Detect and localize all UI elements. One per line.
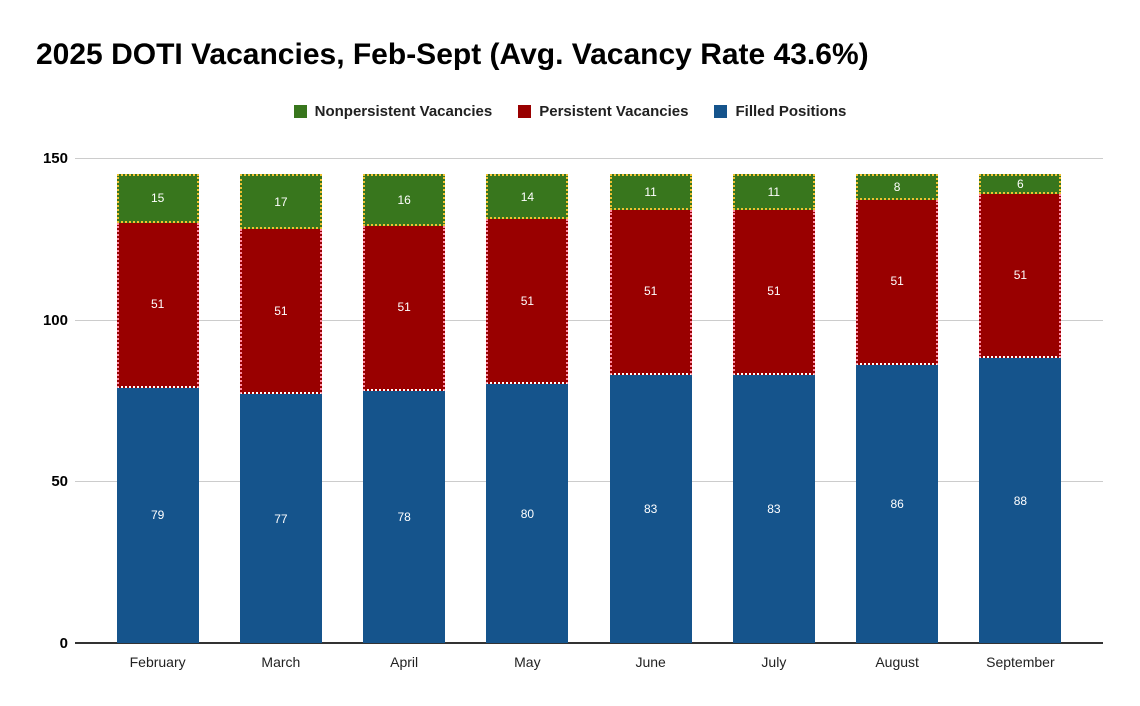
bar-column-march: 17 51 77 March xyxy=(219,158,342,670)
bar-value-label: 88 xyxy=(1013,493,1028,508)
segment-persistent-vacancies: 51 xyxy=(486,219,569,385)
y-tick-label: 50 xyxy=(51,473,68,491)
bar-value-label: 8 xyxy=(893,180,901,195)
bar-value-label: 51 xyxy=(767,284,781,299)
bar-column-february: 15 51 79 February xyxy=(96,158,219,670)
x-tick-label: September xyxy=(986,654,1055,670)
segment-nonpersistent-vacancies: 11 xyxy=(609,174,692,210)
bar-value-label: 6 xyxy=(1017,176,1024,191)
chart-title: 2025 DOTI Vacancies, Feb-Sept (Avg. Vaca… xyxy=(36,38,869,71)
bar-column-august: 8 51 86 August xyxy=(836,158,959,670)
bar-value-label: 80 xyxy=(520,506,535,521)
bar-value-label: 51 xyxy=(1013,268,1028,283)
segment-filled-positions: 78 xyxy=(363,390,446,643)
segment-persistent-vacancies: 51 xyxy=(979,193,1062,359)
x-tick-label: February xyxy=(129,654,186,670)
bar-value-label: 15 xyxy=(150,191,165,206)
legend-swatch-icon xyxy=(518,105,532,118)
segment-nonpersistent-vacancies: 17 xyxy=(239,174,322,230)
x-tick-label: April xyxy=(390,654,419,670)
segment-persistent-vacancies: 51 xyxy=(363,225,446,391)
segment-nonpersistent-vacancies: 11 xyxy=(732,174,815,210)
y-tick-label: 100 xyxy=(42,311,68,329)
bar-value-label: 51 xyxy=(520,293,535,308)
bar-march: 17 51 77 xyxy=(239,174,322,643)
legend: Nonpersistent Vacancies Persistent Vacanc… xyxy=(0,103,1140,120)
bar-value-label: 83 xyxy=(643,501,658,516)
bar-value-label: 78 xyxy=(397,509,411,524)
bar-value-label: 86 xyxy=(890,496,904,511)
legend-swatch-icon xyxy=(293,105,307,118)
legend-swatch-icon xyxy=(714,105,728,118)
bar-column-june: 11 51 83 June xyxy=(589,158,712,670)
bar-column-april: 16 51 78 April xyxy=(343,158,466,670)
bar-value-label: 83 xyxy=(767,501,781,516)
segment-persistent-vacancies: 51 xyxy=(239,229,322,395)
x-tick-label: March xyxy=(261,654,301,670)
segment-filled-positions: 88 xyxy=(979,358,1062,643)
bar-value-label: 51 xyxy=(890,274,904,289)
legend-item-label: Nonpersistent Vacancies xyxy=(314,103,493,120)
segment-nonpersistent-vacancies: 14 xyxy=(486,174,569,220)
legend-item-label: Filled Positions xyxy=(735,103,847,120)
bar-february: 15 51 79 xyxy=(116,174,199,643)
segment-nonpersistent-vacancies: 16 xyxy=(363,174,446,226)
x-tick-label: May xyxy=(514,654,541,670)
segment-filled-positions: 86 xyxy=(856,364,939,643)
bar-april: 16 51 78 xyxy=(363,174,446,643)
segment-nonpersistent-vacancies: 15 xyxy=(116,174,199,223)
x-tick-label: June xyxy=(635,654,666,670)
segment-persistent-vacancies: 51 xyxy=(856,200,939,365)
legend-item-label: Persistent Vacancies xyxy=(539,103,689,120)
bar-column-may: 14 51 80 May xyxy=(466,158,589,670)
y-tick-label: 150 xyxy=(42,150,68,167)
gridline xyxy=(75,319,1103,321)
bar-september: 6 51 88 xyxy=(979,174,1062,643)
segment-filled-positions: 80 xyxy=(486,384,569,643)
bar-july: 11 51 83 xyxy=(732,174,815,643)
segment-nonpersistent-vacancies: 8 xyxy=(856,174,939,201)
bar-value-label: 51 xyxy=(150,297,165,312)
bar-value-label: 17 xyxy=(274,194,288,209)
segment-filled-positions: 83 xyxy=(732,374,815,643)
x-tick-label: August xyxy=(875,654,919,670)
bar-column-september: 6 51 88 September xyxy=(959,158,1082,670)
bar-may: 14 51 80 xyxy=(486,174,569,643)
bar-value-label: 16 xyxy=(397,193,411,208)
bar-column-july: 11 51 83 July xyxy=(712,158,835,670)
segment-filled-positions: 83 xyxy=(609,374,692,643)
legend-item-nonpersistent-vacancies: Nonpersistent Vacancies xyxy=(293,103,493,120)
segment-persistent-vacancies: 51 xyxy=(609,209,692,375)
segment-persistent-vacancies: 51 xyxy=(732,209,815,375)
bar-value-label: 51 xyxy=(643,284,658,299)
bar-value-label: 11 xyxy=(767,184,781,199)
bar-june: 11 51 83 xyxy=(609,174,692,643)
segment-filled-positions: 77 xyxy=(239,394,322,643)
bar-value-label: 79 xyxy=(150,508,165,523)
legend-item-persistent-vacancies: Persistent Vacancies xyxy=(518,103,688,120)
legend-item-filled-positions: Filled Positions xyxy=(714,103,846,120)
segment-filled-positions: 79 xyxy=(116,387,199,643)
bar-value-label: 77 xyxy=(274,511,288,526)
y-tick-label: 0 xyxy=(59,635,68,652)
gridline xyxy=(75,158,1103,159)
x-axis-line xyxy=(75,642,1103,644)
bar-august: 8 51 86 xyxy=(856,174,939,643)
segment-persistent-vacancies: 51 xyxy=(116,222,199,388)
bar-value-label: 51 xyxy=(274,303,288,318)
x-tick-label: July xyxy=(761,654,787,670)
bar-value-label: 51 xyxy=(397,300,411,315)
bar-value-label: 14 xyxy=(520,189,535,204)
bars-area: 15 51 79 February 17 51 77 March 16 51 78 April 14 51… xyxy=(96,158,1082,670)
gridline xyxy=(75,481,1103,483)
segment-nonpersistent-vacancies: 6 xyxy=(979,174,1062,194)
bar-value-label: 11 xyxy=(644,184,657,199)
